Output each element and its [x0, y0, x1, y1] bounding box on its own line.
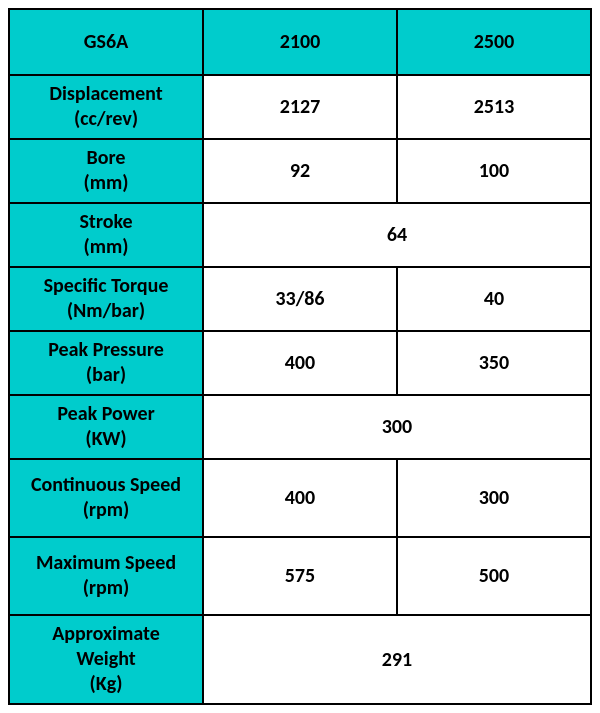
spec-table: GS6A 2100 2500 Displacement (cc/rev) 212… — [8, 8, 592, 705]
label-line2: (rpm) — [14, 576, 198, 601]
table-row: Peak Pressure (bar) 400 350 — [9, 331, 591, 395]
row-value-1: 575 — [203, 537, 397, 615]
row-value-merged: 300 — [203, 395, 591, 459]
label-line2: (bar) — [14, 363, 198, 388]
row-value-2: 40 — [397, 267, 591, 331]
table-row: Maximum Speed (rpm) 575 500 — [9, 537, 591, 615]
label-line2: (mm) — [14, 235, 198, 260]
row-value-1: 400 — [203, 459, 397, 537]
row-value-2: 350 — [397, 331, 591, 395]
label-line1: Displacement — [14, 82, 198, 107]
table-row: Continuous Speed (rpm) 400 300 — [9, 459, 591, 537]
row-value-1: 400 — [203, 331, 397, 395]
row-label: Stroke (mm) — [9, 203, 203, 267]
row-value-2: 500 — [397, 537, 591, 615]
table-row: Approximate Weight (Kg) 291 — [9, 615, 591, 704]
row-value-1: 2127 — [203, 75, 397, 139]
row-label: Maximum Speed (rpm) — [9, 537, 203, 615]
label-line2: (KW) — [14, 427, 198, 452]
row-value-merged: 64 — [203, 203, 591, 267]
table-row: Peak Power (KW) 300 — [9, 395, 591, 459]
label-line3: (Kg) — [14, 672, 198, 697]
row-label: Bore (mm) — [9, 139, 203, 203]
label-line1: Peak Power — [14, 402, 198, 427]
header-model: GS6A — [9, 9, 203, 75]
label-line1: Specific Torque — [14, 274, 198, 299]
row-value-2: 300 — [397, 459, 591, 537]
label-line2: (rpm) — [14, 498, 198, 523]
label-line2: (cc/rev) — [14, 107, 198, 132]
label-line2: (Nm/bar) — [14, 299, 198, 324]
label-line1: Stroke — [14, 210, 198, 235]
label-line1: Continuous Speed — [14, 473, 198, 498]
header-row: GS6A 2100 2500 — [9, 9, 591, 75]
row-label: Peak Power (KW) — [9, 395, 203, 459]
label-line1: Maximum Speed — [14, 551, 198, 576]
label-line2: Weight — [14, 647, 198, 672]
label-line1: Bore — [14, 146, 198, 171]
row-value-2: 100 — [397, 139, 591, 203]
table-row: Bore (mm) 92 100 — [9, 139, 591, 203]
row-value-2: 2513 — [397, 75, 591, 139]
row-value-1: 92 — [203, 139, 397, 203]
row-label: Continuous Speed (rpm) — [9, 459, 203, 537]
row-value-merged: 291 — [203, 615, 591, 704]
label-line1: Peak Pressure — [14, 338, 198, 363]
label-line2: (mm) — [14, 171, 198, 196]
row-label: Peak Pressure (bar) — [9, 331, 203, 395]
label-line1: Approximate — [14, 622, 198, 647]
row-value-1: 33/86 — [203, 267, 397, 331]
table-row: Displacement (cc/rev) 2127 2513 — [9, 75, 591, 139]
header-col-1: 2100 — [203, 9, 397, 75]
table-row: Specific Torque (Nm/bar) 33/86 40 — [9, 267, 591, 331]
row-label: Displacement (cc/rev) — [9, 75, 203, 139]
row-label: Specific Torque (Nm/bar) — [9, 267, 203, 331]
table-row: Stroke (mm) 64 — [9, 203, 591, 267]
header-col-2: 2500 — [397, 9, 591, 75]
row-label: Approximate Weight (Kg) — [9, 615, 203, 704]
